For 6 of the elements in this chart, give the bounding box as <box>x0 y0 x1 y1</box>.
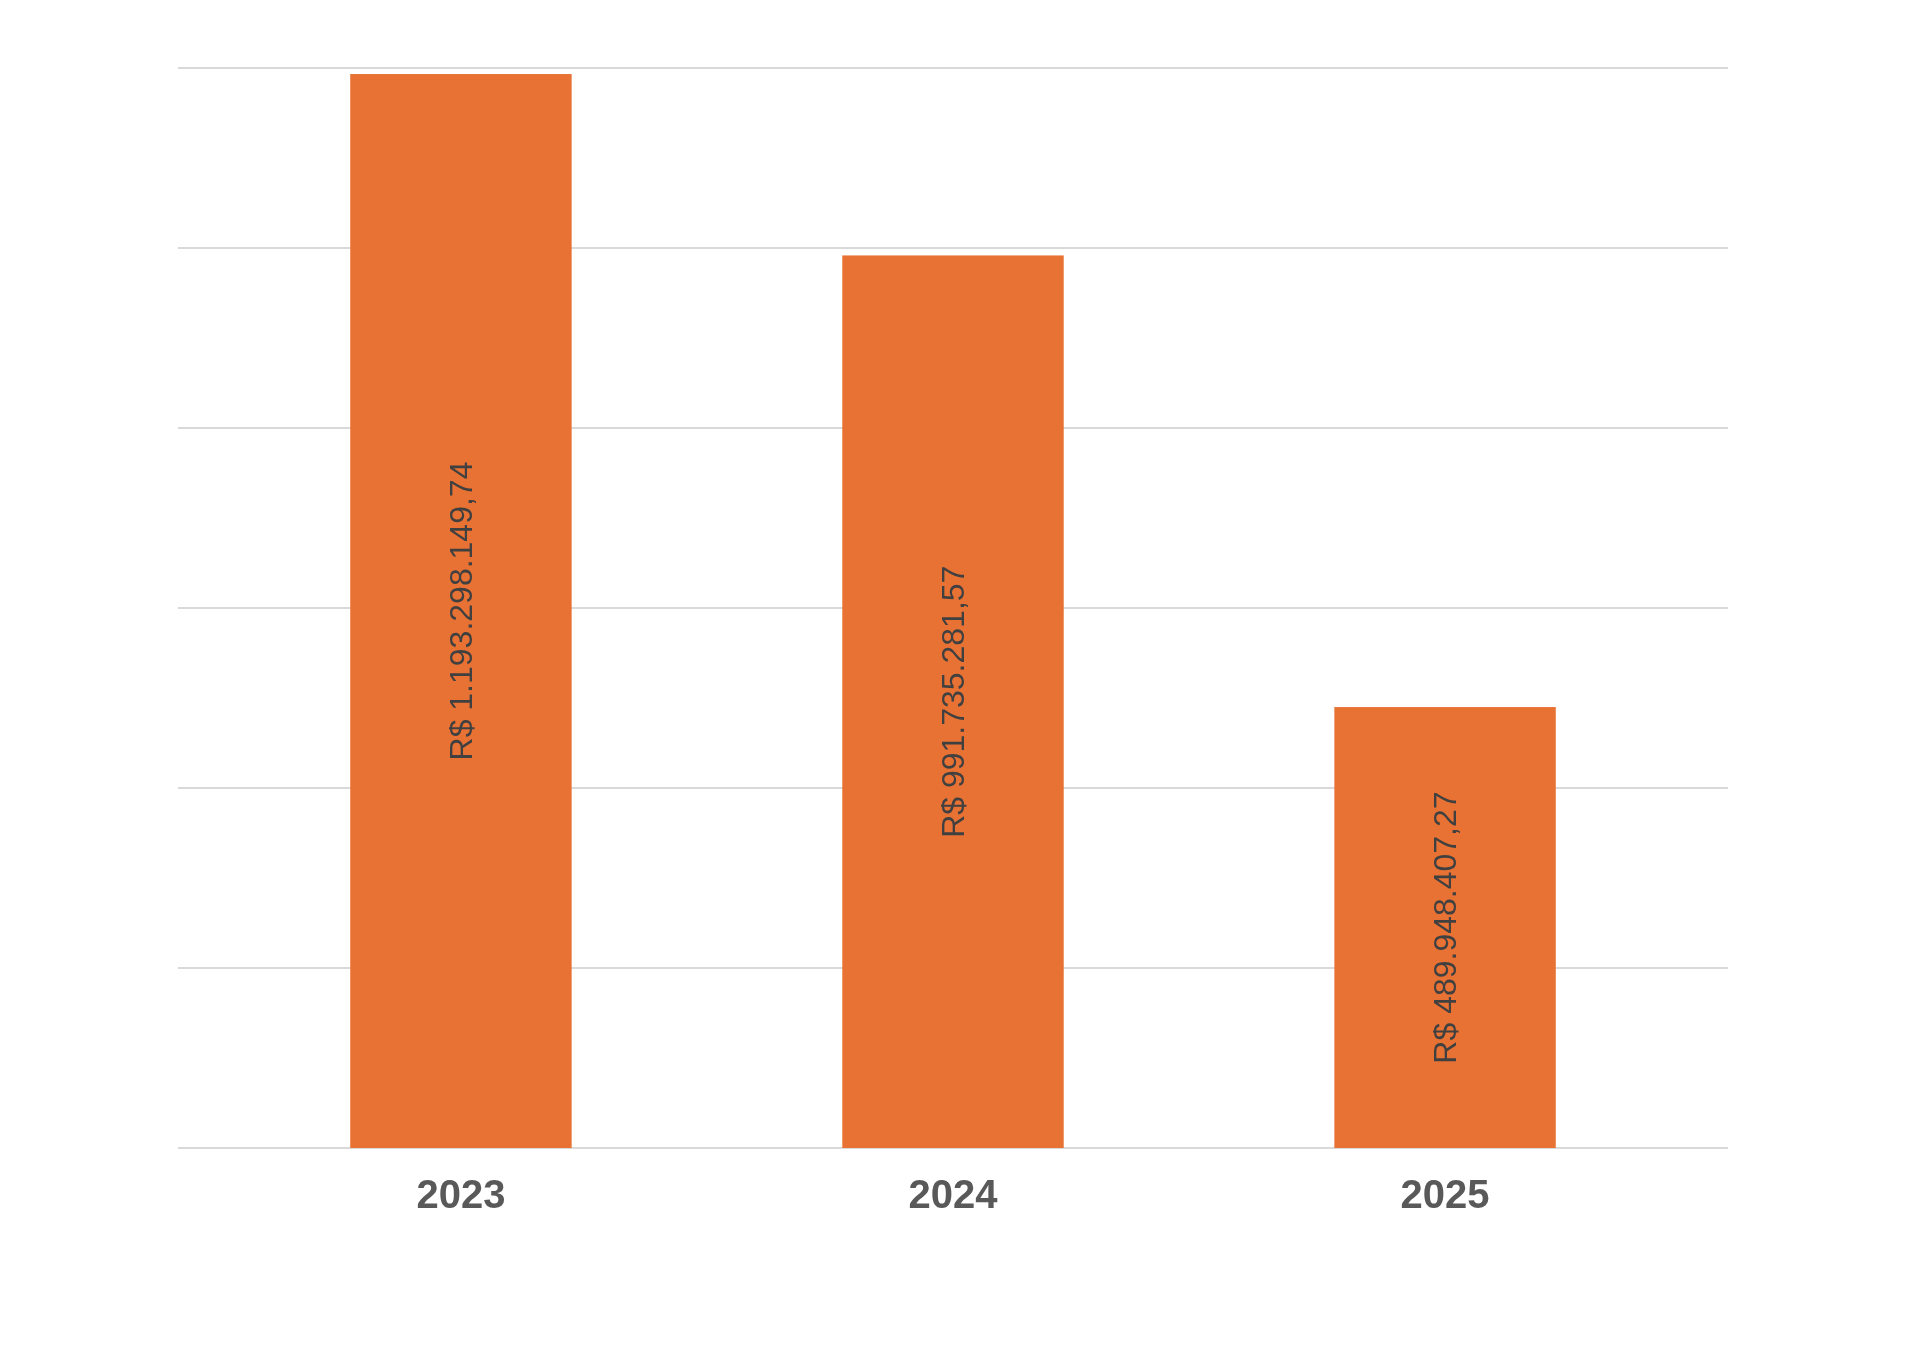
x-tick-label: 2025 <box>1400 1172 1490 1216</box>
data-label: R$ 991.735.281,57 <box>935 565 971 838</box>
x-tick-label: 2023 <box>416 1172 506 1216</box>
data-label: R$ 1.193.298.149,74 <box>442 461 479 761</box>
data-label: R$ 489.948.407,27 <box>1427 791 1464 1064</box>
x-tick-label: 2024 <box>908 1172 999 1216</box>
